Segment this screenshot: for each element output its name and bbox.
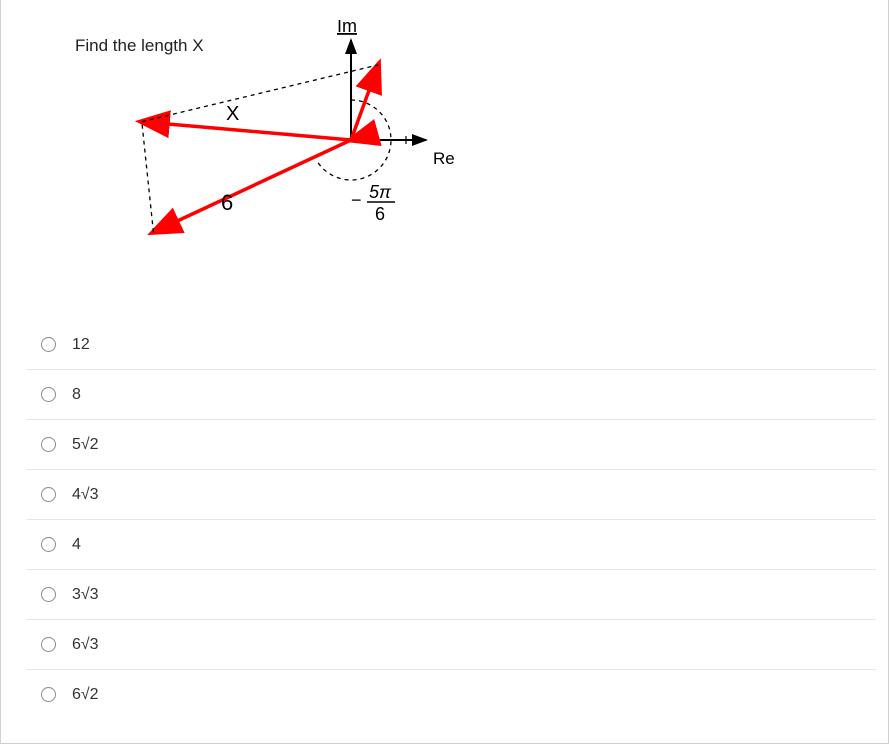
option-label: 3√3 (72, 586, 99, 604)
svg-text:6: 6 (375, 204, 385, 224)
option-label: 6√3 (72, 636, 99, 654)
radio-icon (41, 637, 56, 652)
svg-text:6: 6 (221, 190, 233, 215)
option-label: 6√2 (72, 686, 99, 704)
option-label: 5√2 (72, 436, 99, 454)
answer-options: 12 8 5√2 4√3 4 3√3 6√3 6√2 (27, 320, 876, 719)
radio-icon (41, 487, 56, 502)
answer-option[interactable]: 3√3 (27, 570, 876, 620)
radio-icon (41, 437, 56, 452)
answer-option[interactable]: 6√3 (27, 620, 876, 670)
answer-option[interactable]: 5√2 (27, 420, 876, 470)
svg-text:Re: Re (433, 149, 455, 168)
radio-icon (41, 587, 56, 602)
answer-option[interactable]: 6√2 (27, 670, 876, 719)
question-container: Find the length X ImReX6−5π6 12 8 5√2 (0, 0, 889, 744)
option-label: 12 (72, 336, 90, 354)
answer-option[interactable]: 8 (27, 370, 876, 420)
svg-text:−: − (351, 190, 362, 210)
radio-icon (41, 687, 56, 702)
vector-diagram: ImReX6−5π6 (101, 20, 501, 280)
svg-text:5π: 5π (369, 182, 392, 202)
option-label: 4 (72, 536, 81, 554)
svg-text:Im: Im (337, 20, 357, 36)
answer-option[interactable]: 4√3 (27, 470, 876, 520)
radio-icon (41, 537, 56, 552)
radio-icon (41, 337, 56, 352)
option-label: 8 (72, 386, 81, 404)
svg-text:X: X (226, 103, 239, 125)
option-label: 4√3 (72, 486, 99, 504)
radio-icon (41, 387, 56, 402)
answer-option[interactable]: 4 (27, 520, 876, 570)
answer-option[interactable]: 12 (27, 320, 876, 370)
